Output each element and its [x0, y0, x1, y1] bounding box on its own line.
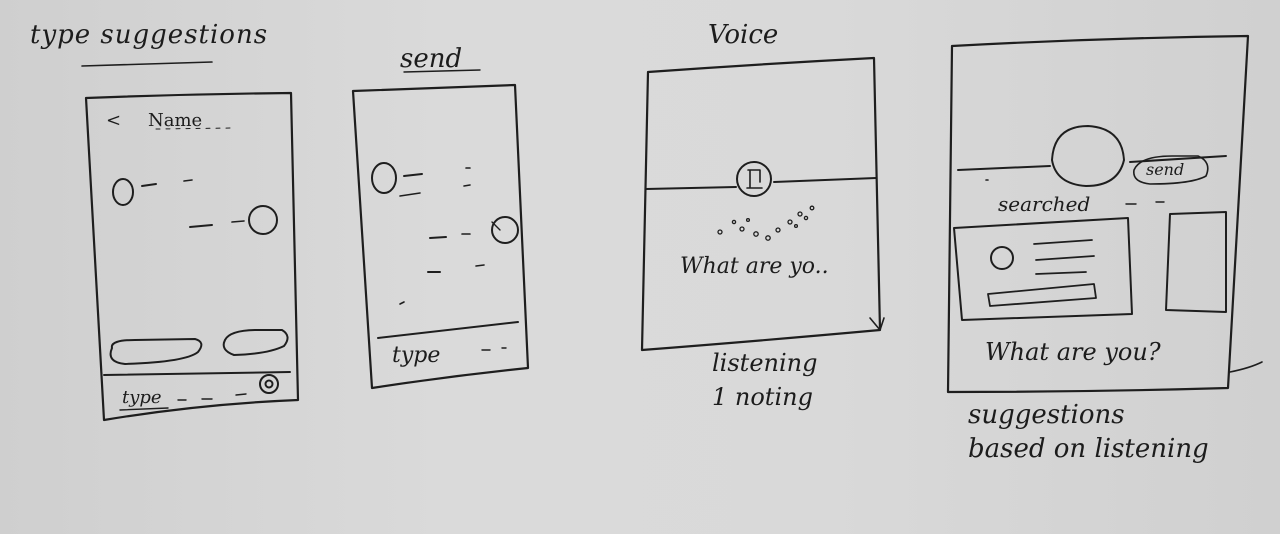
card-avatar-icon	[990, 246, 1014, 270]
label-name: Name	[148, 110, 203, 131]
label-type-field-2: type	[392, 343, 441, 368]
suggestion-pill-1	[109, 338, 203, 365]
suggestion-card-small	[1165, 211, 1227, 313]
send-pill-outline	[1133, 155, 1209, 185]
mic-listening-icon	[736, 161, 772, 197]
label-listening-line1: listening	[712, 349, 818, 377]
label-listening-line2: 1 noting	[712, 383, 813, 411]
card-button-outline	[987, 283, 1097, 307]
title-underline-1	[81, 61, 213, 67]
label-suggestions: suggestions based on listening	[968, 398, 1209, 466]
suggestion-card-large	[953, 217, 1133, 321]
label-what-are-you: What are you?	[985, 338, 1161, 366]
label-listening: listening 1 noting	[712, 346, 817, 414]
frame-type-suggestions	[84, 91, 300, 422]
label-voice: Voice	[708, 20, 779, 50]
label-suggestions-line1: suggestions	[968, 400, 1125, 430]
label-send: send	[400, 44, 463, 74]
frame-suggestions	[946, 34, 1263, 394]
label-send-pill: send	[1146, 160, 1185, 179]
label-what-are-yo: What are yo..	[680, 254, 829, 279]
label-type-field-1: type	[122, 387, 162, 408]
suggestion-pill-2	[222, 329, 289, 356]
avatar-left-icon	[112, 178, 134, 206]
avatar-large-icon	[1051, 125, 1125, 187]
title-underline-2	[403, 69, 481, 73]
back-arrow: <	[106, 110, 122, 131]
frame-send	[351, 83, 530, 390]
mic-button-icon	[259, 374, 279, 394]
avatar-left-icon-2	[371, 162, 397, 194]
sound-dots	[717, 205, 815, 241]
label-searched: searched	[998, 192, 1091, 216]
frame-voice	[640, 56, 885, 352]
avatar-right-icon-2	[491, 216, 519, 244]
label-suggestions-line2: based on listening	[968, 434, 1209, 464]
avatar-right-icon	[248, 205, 278, 235]
label-type-suggestions: type suggestions	[30, 20, 269, 50]
